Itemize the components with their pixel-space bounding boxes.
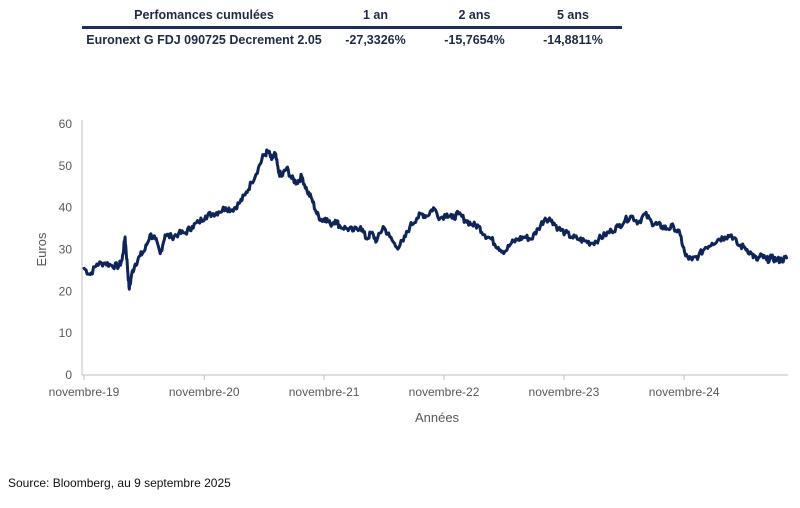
x-tick-label: novembre-21 [289, 385, 360, 399]
y-tick-label: 20 [59, 284, 73, 298]
x-tick-label: novembre-20 [169, 385, 240, 399]
y-tick-label: 50 [59, 159, 73, 173]
header-1-an: 1 an [326, 6, 425, 29]
y-tick-label: 30 [59, 243, 73, 257]
table-row: Euronext G FDJ 090725 Decrement 2.05 -27… [82, 28, 622, 52]
perf-2-ans: -15,7654% [444, 33, 505, 47]
x-axis-title: Années [415, 410, 460, 425]
performance-table: Perfomances cumulées 1 an 2 ans 5 ans Eu… [82, 6, 622, 51]
performance-table-header: Perfomances cumulées 1 an 2 ans 5 ans [82, 6, 622, 29]
index-name: Euronext G FDJ 090725 Decrement 2.05 [86, 33, 322, 47]
source-note: Source: Bloomberg, au 9 septembre 2025 [8, 476, 231, 490]
x-tick-label: novembre-23 [529, 385, 600, 399]
header-performances: Perfomances cumulées [82, 6, 326, 29]
x-tick-label: novembre-24 [649, 385, 720, 399]
y-tick-label: 40 [59, 201, 73, 215]
line-chart: 0 10 20 30 40 50 60 novembre-19 novembre-20 novem… [34, 117, 789, 425]
series-line [82, 148, 789, 291]
y-tick-label: 60 [59, 117, 73, 131]
perf-5-ans: -14,8811% [543, 33, 603, 47]
perf-1-an: -27,3326% [345, 33, 406, 47]
y-tick-label: 10 [59, 326, 73, 340]
x-tick-label: novembre-19 [49, 385, 120, 399]
header-2-ans: 2 ans [424, 6, 524, 29]
header-5-ans: 5 ans [523, 6, 622, 29]
y-axis-title: Euros [34, 232, 49, 266]
x-tick-label: novembre-22 [409, 385, 480, 399]
y-tick-label: 0 [65, 368, 72, 382]
